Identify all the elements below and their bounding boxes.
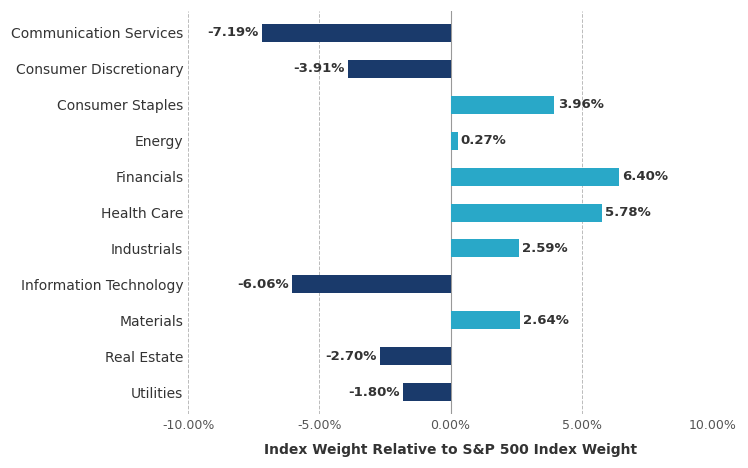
- Text: -1.80%: -1.80%: [349, 386, 400, 399]
- Text: 2.64%: 2.64%: [523, 314, 569, 327]
- Bar: [450, 168, 619, 185]
- Text: -2.70%: -2.70%: [325, 350, 376, 363]
- Bar: [348, 59, 450, 78]
- Bar: [450, 95, 554, 114]
- Bar: [450, 240, 518, 257]
- Bar: [450, 311, 520, 329]
- Text: -6.06%: -6.06%: [237, 278, 289, 291]
- X-axis label: Index Weight Relative to S&P 500 Index Weight: Index Weight Relative to S&P 500 Index W…: [264, 443, 637, 457]
- Text: 6.40%: 6.40%: [622, 170, 668, 183]
- Bar: [450, 204, 602, 221]
- Text: 2.59%: 2.59%: [521, 242, 567, 255]
- Bar: [380, 347, 450, 366]
- Text: -3.91%: -3.91%: [293, 62, 345, 75]
- Text: -7.19%: -7.19%: [207, 26, 259, 39]
- Bar: [403, 383, 450, 402]
- Bar: [450, 132, 458, 150]
- Text: 5.78%: 5.78%: [605, 206, 651, 219]
- Bar: [262, 24, 450, 42]
- Bar: [292, 276, 450, 293]
- Text: 3.96%: 3.96%: [557, 98, 604, 111]
- Text: 0.27%: 0.27%: [461, 134, 506, 147]
